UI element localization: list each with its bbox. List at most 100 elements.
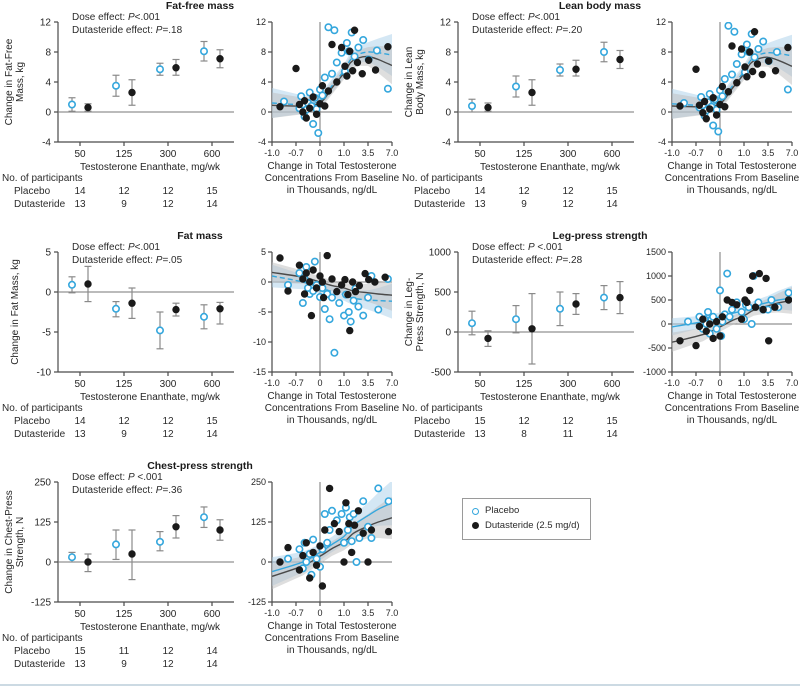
dutasteride-point [321, 102, 329, 110]
y-tick-label: 250 [251, 477, 266, 487]
y-tick-label: 0 [261, 557, 266, 567]
placebo-point [718, 92, 727, 101]
y-tick-label: 12 [656, 17, 666, 27]
panel-fat-free-mass: Fat-free mass Dose effect: P<.001 Dutast… [0, 0, 400, 230]
dutasteride-point [347, 548, 356, 557]
x-tick-label: 600 [604, 379, 621, 390]
row-label: Dutasteride [14, 659, 66, 670]
x-tick-label: 0 [717, 378, 722, 388]
cell: 14 [474, 186, 486, 197]
dutasteride-point [330, 519, 339, 528]
legend-item-dutasteride: Dutasteride (2.5 mg/d) [472, 519, 580, 534]
table-row: Dutasteride 13 9 12 14 [400, 198, 638, 211]
placebo-point [328, 293, 337, 302]
placebo-point [754, 44, 763, 53]
x-tick-label: -1.0 [264, 608, 280, 618]
dutasteride-point [328, 40, 336, 49]
placebo-point [156, 326, 165, 335]
p-symbol: P [555, 254, 563, 266]
y-tick-label: 1000 [646, 271, 666, 281]
dutasteride-point [712, 317, 721, 326]
cell: 12 [518, 186, 530, 197]
cell: 13 [74, 659, 86, 670]
cell: 12 [162, 429, 174, 440]
dutasteride-effect-pvalue: =.05 [162, 254, 183, 266]
placebo-point [309, 535, 318, 544]
dutasteride-point [695, 101, 704, 109]
dutasteride-point [302, 539, 310, 547]
x-axis-title: Change in Total Testosterone [267, 391, 397, 402]
cell: 15 [606, 186, 618, 197]
dose-chart-svg: -125 0 125 250 Change in Chest-PressStrength… [4, 478, 234, 633]
cell: 12 [162, 659, 174, 670]
legend-label: Dutasteride (2.5 mg/d) [485, 519, 580, 531]
placebo-point [704, 308, 713, 317]
y-tick-label: 4 [661, 77, 666, 87]
x-axis-title: Concentrations From Baseline [265, 173, 400, 184]
open-circle-icon [472, 507, 479, 515]
x-tick-label: 7.0 [386, 608, 399, 618]
y-tick-label: 0 [45, 288, 51, 299]
dutasteride-point [307, 311, 316, 320]
cell: 12 [562, 416, 574, 427]
placebo-point [730, 27, 739, 36]
dutasteride-point [342, 499, 350, 507]
dutasteride-effect-pvalue: =.20 [562, 24, 583, 36]
dose-effect-label: Dose effect: [72, 12, 126, 23]
y-tick-label: -4 [42, 138, 51, 149]
placebo-point [468, 102, 477, 111]
cell: 13 [74, 429, 86, 440]
placebo-point [772, 47, 781, 56]
placebo-point [320, 509, 329, 518]
dutasteride-point [737, 45, 746, 53]
placebo-point [723, 269, 732, 278]
placebo-point [359, 311, 368, 320]
dutasteride-point [753, 60, 762, 68]
dutasteride-point [309, 266, 317, 274]
placebo-point [283, 280, 292, 289]
x-tick-label: 50 [74, 149, 86, 160]
y-tick-label: 0 [261, 107, 266, 117]
dose-effect-label: Dose effect: [472, 242, 526, 253]
placebo-point [68, 100, 77, 109]
placebo-point [335, 298, 344, 307]
placebo-point [342, 38, 351, 47]
dutasteride-point [302, 114, 310, 122]
dutasteride-point [746, 286, 754, 295]
dutasteride-confidence-band [672, 46, 792, 119]
dutasteride-point [346, 47, 354, 55]
dutasteride-point [748, 272, 757, 280]
dutasteride-point [712, 111, 721, 119]
y-tick-label: -10 [37, 368, 52, 379]
cell: 14 [606, 429, 618, 440]
x-axis-title: in Thousands, ng/dL [287, 185, 378, 196]
dutasteride-point [758, 70, 766, 79]
x-tick-label: -0.7 [288, 148, 304, 158]
placebo-point [783, 85, 792, 94]
cell: 12 [162, 646, 174, 657]
dutasteride-point [737, 315, 746, 323]
table-row: Placebo 14 12 12 15 [0, 185, 238, 198]
cell: 14 [206, 659, 218, 670]
y-tick-label: 0 [45, 558, 51, 569]
dutasteride-point [318, 278, 327, 286]
placebo-point [352, 558, 361, 567]
dutasteride-point [309, 548, 317, 557]
y-tick-label: 0 [661, 107, 666, 117]
x-tick-label: -1.0 [264, 148, 280, 158]
dutasteride-point [341, 275, 349, 284]
dose-effect-pvalue: <.001 [534, 242, 563, 253]
y-tick-label: 4 [261, 77, 266, 87]
placebo-point [112, 81, 121, 90]
cell: 9 [121, 659, 127, 670]
x-axis-title: Change in Total Testosterone [267, 161, 397, 172]
dutasteride-point [692, 341, 700, 350]
placebo-point [724, 22, 733, 30]
dutasteride-point [348, 278, 357, 286]
dutasteride-point [572, 65, 580, 73]
placebo-point [712, 324, 721, 333]
testosterone-scatter-chart: -4 0 4 8 12 -1.0 -0.7 0 1.0 3.5 7.0 Change in Total… [640, 10, 800, 210]
row-label: Dutasteride [14, 429, 66, 440]
placebo-point [283, 554, 292, 563]
